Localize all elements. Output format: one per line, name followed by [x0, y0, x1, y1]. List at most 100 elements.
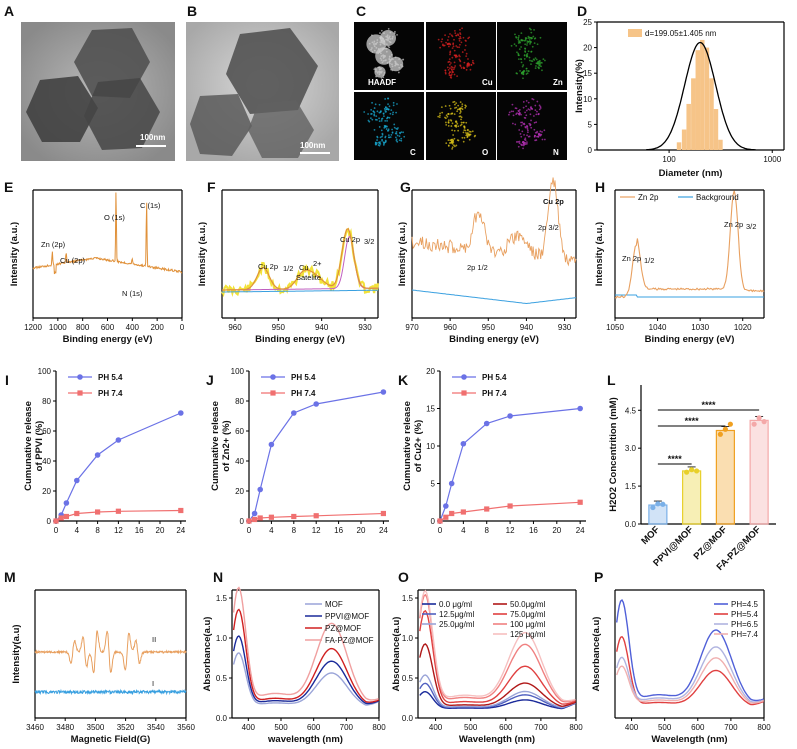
histogram-bar — [704, 47, 710, 150]
eds-signal-dot — [387, 45, 390, 48]
eds-signal-dot — [383, 107, 386, 110]
eds-signal-dot — [460, 107, 463, 110]
eds-signal-dot — [534, 109, 537, 112]
eds-signal-dot — [386, 116, 389, 119]
eds-signal-dot — [378, 126, 381, 128]
eds-signal-dot — [508, 113, 510, 116]
eds-signal-dot — [386, 120, 388, 122]
x-tick-label: 940 — [520, 323, 534, 332]
eds-signal-dot — [460, 121, 463, 124]
eds-signal-dot — [515, 113, 518, 116]
spectrum-line — [232, 608, 379, 703]
x-tick-label: 24 — [379, 526, 388, 535]
data-point — [178, 507, 184, 514]
x-tick-label: 930 — [358, 323, 372, 332]
epr-spectrum-ii — [34, 630, 187, 674]
peak-annotation-sub: 3/2 — [746, 222, 756, 231]
data-point — [257, 515, 263, 521]
x-tick-label: 400 — [126, 323, 140, 332]
series-label: I — [152, 679, 154, 688]
eds-signal-dot — [394, 30, 396, 33]
data-point — [484, 506, 490, 512]
eds-signal-dot — [472, 62, 475, 65]
panel-label-h: H — [595, 179, 605, 195]
x-tick-label: 500 — [658, 723, 672, 732]
y-tick-label: 25 — [583, 18, 592, 27]
histogram-bar — [691, 78, 696, 150]
x-tick-label: 800 — [372, 723, 386, 732]
y-axis-label: Intensity(%) — [574, 59, 585, 113]
data-point — [58, 515, 64, 521]
eds-signal-dot — [441, 38, 444, 41]
data-point — [53, 518, 59, 524]
fit-envelope-line — [222, 227, 378, 291]
x-tick-label: 0 — [180, 323, 185, 332]
eds-signal-dot — [444, 121, 447, 124]
x-tick-label: 24 — [176, 526, 185, 535]
eds-signal-dot — [379, 136, 382, 139]
eds-signal-dot — [378, 120, 381, 123]
spectrum-line — [616, 599, 764, 702]
x-tick-label: 20 — [357, 526, 366, 535]
eds-signal-dot — [512, 110, 515, 113]
eds-signal-dot — [523, 58, 526, 60]
eds-signal-dot — [522, 64, 525, 66]
eds-signal-dot — [372, 110, 375, 112]
eds-signal-dot — [519, 133, 522, 135]
eds-signal-dot — [459, 110, 462, 113]
eds-signal-dot — [455, 124, 458, 127]
eds-signal-dot — [463, 127, 466, 129]
data-point — [268, 514, 274, 520]
eds-signal-dot — [527, 40, 530, 43]
x-tick-label: 3560 — [177, 723, 195, 732]
eds-signal-dot — [447, 119, 450, 122]
y-tick-label: 100 — [38, 367, 52, 376]
eds-signal-dot — [520, 39, 523, 42]
eds-signal-dot — [457, 125, 460, 128]
legend-label: 50.0μg/ml — [510, 600, 546, 609]
spectrum-line — [419, 643, 576, 708]
eds-signal-dot — [453, 129, 456, 132]
peak-annotation: Zn 2p — [622, 254, 641, 263]
haadf-particle — [374, 66, 386, 78]
legend-label: 0.0 μg/ml — [439, 600, 472, 609]
eds-signal-dot — [534, 139, 537, 142]
panel-a: A 100nm — [4, 3, 175, 161]
y-tick-label: 0 — [431, 517, 436, 526]
eds-signal-dot — [373, 68, 376, 71]
eds-signal-dot — [451, 140, 454, 143]
replicate-point — [694, 468, 700, 474]
x-tick-label: 0 — [54, 526, 59, 535]
background-line — [411, 289, 577, 305]
eds-signal-dot — [452, 68, 455, 71]
legend-label: MOF — [325, 600, 343, 609]
eds-signal-dot — [458, 39, 461, 42]
eds-signal-dot — [386, 129, 389, 132]
background-line — [222, 289, 378, 293]
raw-data-line — [411, 177, 577, 267]
eds-signal-dot — [444, 71, 447, 74]
significance-label: **** — [668, 454, 683, 464]
y-tick-label: 1.5 — [625, 482, 637, 491]
eds-signal-dot — [453, 38, 455, 41]
eds-signal-dot — [390, 133, 393, 136]
eds-signal-dot — [438, 116, 441, 119]
histogram-bar — [676, 142, 682, 150]
eds-signal-dot — [461, 136, 464, 139]
eds-signal-dot — [450, 74, 453, 77]
data-point — [252, 516, 258, 523]
eds-signal-dot — [379, 32, 381, 34]
x-tick-label: 950 — [482, 323, 496, 332]
eds-signal-dot — [521, 130, 524, 133]
eds-signal-dot — [447, 144, 450, 147]
panel-label-n: N — [213, 569, 223, 585]
eds-signal-dot — [526, 52, 529, 55]
y-axis-label: Absorbance(a.u) — [202, 617, 213, 692]
replicate-point — [650, 504, 656, 511]
y-axis-label: Intensity (a.u.) — [397, 222, 408, 286]
eds-signal-dot — [470, 63, 473, 66]
x-tick-label: 0 — [438, 526, 443, 535]
peak-annotation: N (1s) — [122, 289, 143, 298]
eds-signal-dot — [455, 102, 458, 105]
eds-signal-dot — [400, 131, 403, 134]
